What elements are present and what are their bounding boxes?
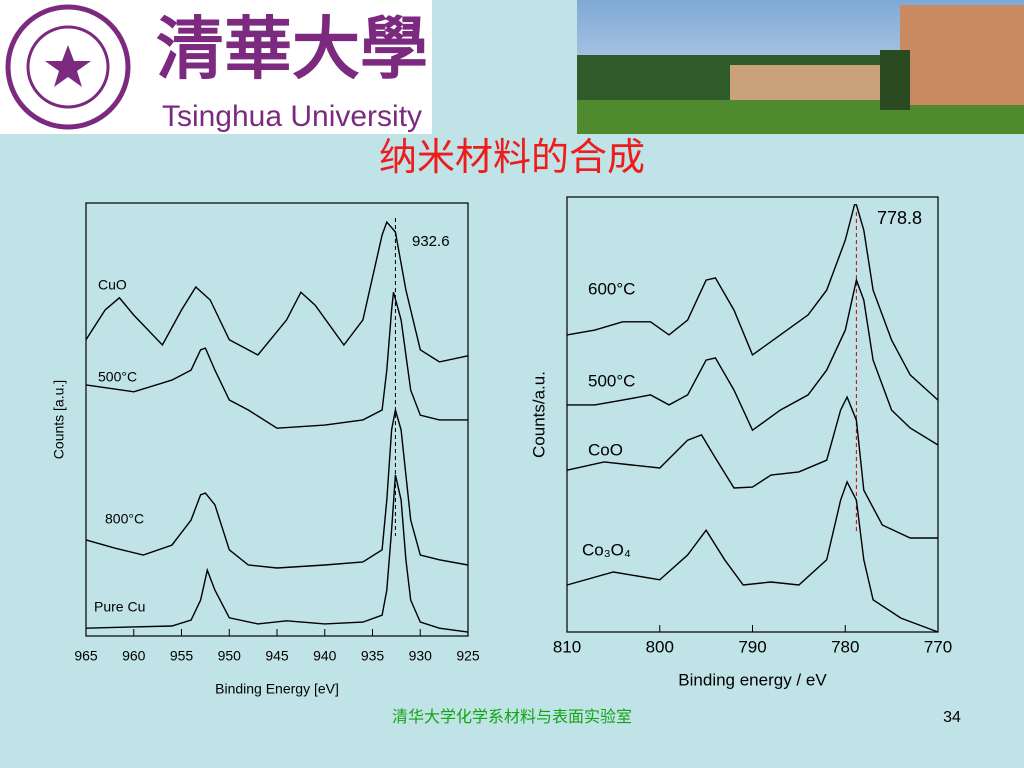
spectrum-line [85, 474, 469, 633]
x-tick-label: 955 [170, 648, 194, 664]
y-axis-label: Counts/a.u. [529, 371, 548, 458]
x-axis-label: Binding energy / eV [678, 670, 827, 689]
plot-frame [566, 196, 939, 633]
series-label: CoO [588, 440, 623, 459]
seal-star [45, 45, 91, 87]
spectrum-line [85, 220, 469, 363]
series-label: 500°C [588, 371, 635, 390]
x-tick-label: 940 [313, 648, 337, 664]
x-tick-label: 810 [553, 637, 581, 656]
x-tick-label: 935 [361, 648, 385, 664]
marker-label: 932.6 [412, 233, 450, 250]
series-label: 800°C [105, 511, 144, 527]
spectrum-line [85, 292, 468, 429]
x-tick-label: 965 [74, 648, 98, 664]
x-tick-label: 950 [218, 648, 242, 664]
spectrum-line [566, 395, 938, 539]
spectrum-line [567, 277, 939, 446]
page-number: 34 [943, 709, 961, 726]
x-axis-label: Binding Energy [eV] [215, 681, 339, 697]
series-label: Co₃O₄ [582, 540, 631, 559]
marker-label: 778.8 [877, 208, 922, 228]
x-tick-label: 960 [122, 648, 146, 664]
x-tick-label: 800 [646, 637, 674, 656]
logo-chars: 清華大學 [156, 10, 428, 90]
seal [5, 4, 131, 130]
logo-text: Tsinghua University [162, 100, 422, 133]
x-tick-label: 930 [409, 648, 433, 664]
slide-title: 纳米材料的合成 [379, 137, 645, 179]
x-tick-label: 780 [831, 637, 859, 656]
x-tick-label: 925 [456, 648, 480, 664]
x-tick-label: 770 [924, 637, 952, 656]
series-label: 500°C [98, 369, 137, 385]
footer-text: 清华大学化学系材料与表面实验室 [392, 708, 632, 726]
spectrum-line [566, 480, 939, 633]
x-tick-label: 790 [738, 637, 766, 656]
plot-frame [85, 202, 469, 637]
x-tick-label: 945 [265, 648, 289, 664]
spectrum-line [566, 204, 939, 401]
y-axis-label: Counts [a.u.] [51, 380, 67, 459]
series-label: Pure Cu [94, 599, 145, 615]
seal-inner [26, 25, 110, 109]
campus-photo [577, 0, 1024, 134]
series-label: 600°C [588, 279, 635, 298]
series-label: CuO [98, 277, 127, 293]
spectrum-line [85, 409, 469, 569]
